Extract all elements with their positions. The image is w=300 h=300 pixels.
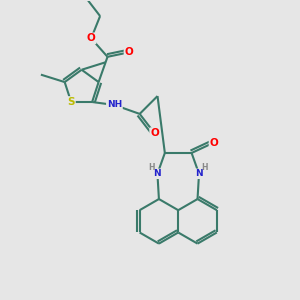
Text: N: N — [154, 169, 161, 178]
Text: H: H — [148, 163, 155, 172]
Text: O: O — [150, 128, 159, 138]
Text: H: H — [202, 163, 208, 172]
Text: NH: NH — [107, 100, 122, 109]
Text: O: O — [124, 47, 133, 57]
Text: O: O — [87, 33, 95, 43]
Text: O: O — [209, 138, 218, 148]
Text: S: S — [68, 97, 75, 107]
Text: N: N — [195, 169, 203, 178]
